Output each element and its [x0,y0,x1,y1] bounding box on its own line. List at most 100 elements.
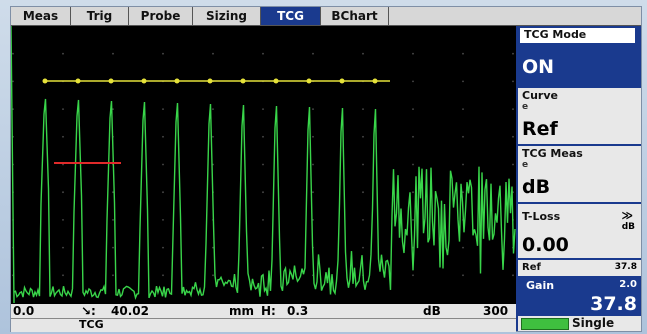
battery-status: Single [518,316,641,331]
grid-dot [112,246,114,249]
tcg-point[interactable] [174,78,180,84]
grid-dot [362,52,364,55]
grid-dot [362,108,364,110]
tcg-point[interactable] [306,78,312,84]
curve-label: Curve [522,89,558,102]
grid-dot [462,246,464,249]
grid-dot [62,246,64,249]
grid-dot [312,191,314,194]
h-value: 0.3 [287,304,309,318]
grid-dot [312,52,314,55]
grid-dot [512,274,514,277]
grid-dot [62,274,64,277]
grid-dot [162,163,164,166]
grid-dot [162,246,164,249]
grid-dot [212,52,214,55]
grid-dot [212,246,214,249]
grid-dot [162,108,164,110]
grid-dot [312,135,314,138]
tcg-point[interactable] [108,78,114,84]
gain-box[interactable]: Gain 2.0 37.8 [518,276,641,316]
grid-dot [412,191,414,194]
tcg-point[interactable] [141,78,147,84]
tcg-curve-points[interactable] [42,78,378,84]
double-chevron-right-icon[interactable]: ≫ [621,209,633,222]
grid-dot [12,80,14,83]
grid-dot [112,219,114,221]
curve-value: Ref [522,118,558,140]
grid-dot [62,219,64,221]
measurement-readout: 0.0 ↘: 40.02 mm H: 0.3 dB 300 [11,304,516,318]
curve-box[interactable]: Curve e Ref [518,88,641,146]
grid-dot [262,163,264,166]
db-label: dB [423,304,441,318]
grid-dot [262,219,264,221]
battery-icon [521,318,569,330]
unit-label: mm [229,304,255,318]
tab-bar: Meas Trig Probe Sizing TCG BChart [11,7,641,26]
tcg-meas-box[interactable]: TCG Meas e dB [518,146,641,204]
grid-dot [362,219,364,221]
grid-dot [412,163,414,166]
gain-label: Gain [526,279,555,292]
tcg-point[interactable] [240,78,246,84]
grid-dot [112,52,114,55]
grid-dot [162,191,164,194]
tcg-point[interactable] [42,78,48,84]
t-loss-box[interactable]: T-Loss ≫ dB 0.00 [518,204,641,260]
grid-dot [512,108,514,110]
gain-step-value: 2.0 [619,279,637,290]
tab-meas[interactable]: Meas [11,7,71,25]
grid-dot [262,246,264,249]
grid-dot [212,135,214,138]
gain-value: 37.8 [590,293,637,315]
grid-dot [162,52,164,55]
grid-dot [112,191,114,194]
grid-dot [212,108,214,110]
t-loss-label: T-Loss [522,210,561,223]
tcg-meas-label: TCG Meas [522,147,583,160]
tcg-mode-box[interactable]: TCG Mode ON [518,26,641,88]
grid-dot [62,108,64,110]
grid-dot [12,52,14,55]
range-end-value: 300 [483,304,509,318]
acquisition-mode-label: Single [572,316,615,330]
grid-dot [162,219,164,221]
tcg-meas-value: dB [522,176,551,198]
grid-dot [262,108,264,110]
grid-dot [512,135,514,138]
grid-dot [462,135,464,138]
graticule-dots [12,52,514,277]
tcg-point[interactable] [207,78,213,84]
grid-dot [62,163,64,166]
tcg-point[interactable] [339,78,345,84]
tab-tcg[interactable]: TCG [261,7,321,25]
grid-dot [212,274,214,277]
grid-dot [412,274,414,277]
grid-dot [412,108,414,110]
grid-dot [112,108,114,110]
tcg-meas-sub: e [522,160,529,170]
tab-sizing[interactable]: Sizing [193,7,261,25]
tab-probe[interactable]: Probe [129,7,193,25]
tab-trig[interactable]: Trig [71,7,129,25]
tcg-point[interactable] [372,78,378,84]
a-scan-waveform[interactable] [11,26,516,303]
grid-dot [462,80,464,83]
tab-bchart[interactable]: BChart [321,7,389,25]
grid-dot [62,52,64,55]
ref-value: 37.8 [614,262,637,272]
sound-path-icon: ↘: [81,304,96,318]
t-loss-value: 0.00 [522,234,569,256]
grid-dot [412,135,414,138]
parameter-panel: TCG Mode ON Curve e Ref TCG Meas e dB T-… [516,26,641,331]
grid-dot [112,274,114,277]
tcg-point[interactable] [273,78,279,84]
grid-dot [512,163,514,166]
ref-box: Ref 37.8 [518,260,641,276]
grid-dot [312,163,314,166]
sound-path-value: 40.02 [111,304,149,318]
tcg-point[interactable] [75,78,81,84]
range-start-value: 0.0 [13,304,35,318]
